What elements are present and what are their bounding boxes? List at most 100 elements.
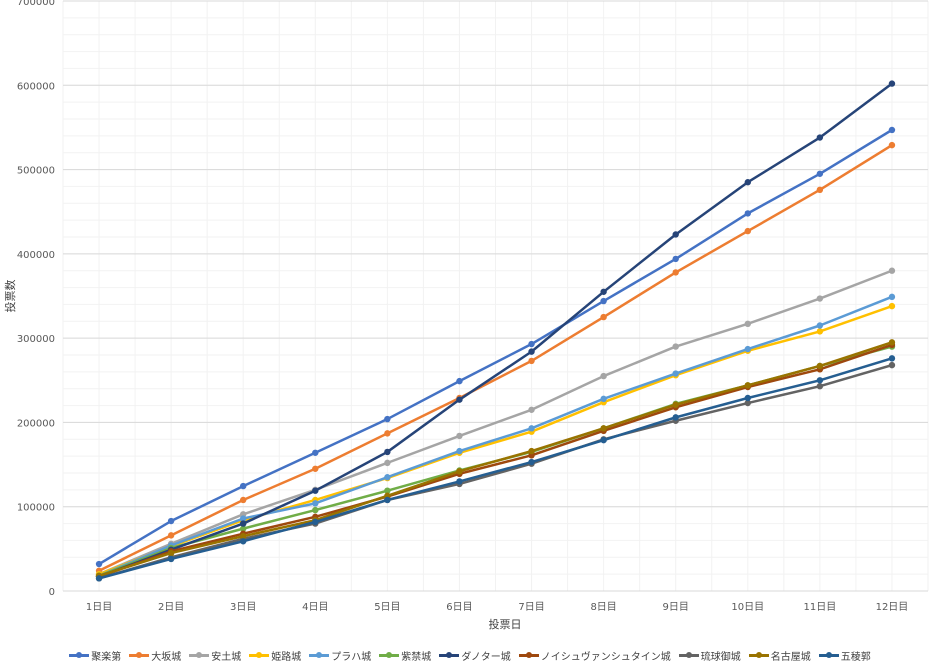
x-tick-label: 9日目 [663, 602, 689, 613]
data-point [600, 372, 607, 380]
data-point [312, 449, 319, 456]
legend-item: 琉球御城 [678, 648, 741, 663]
data-point [384, 459, 391, 467]
y-tick-label: 700000 [17, 0, 55, 8]
data-point [816, 295, 824, 302]
legend-item: 五稜郭 [818, 648, 871, 663]
series-10 [95, 355, 896, 582]
data-point [600, 436, 607, 444]
data-point [816, 322, 824, 329]
series-line [98, 341, 893, 578]
data-point [816, 328, 824, 335]
data-point [528, 458, 535, 466]
legend-label: 紫禁城 [401, 652, 432, 663]
data-point [888, 302, 896, 310]
x-axis-ticks: 1日目 2日目 3日目 4日目 5日目 6日目 7日目 8日目 9日目 10日目 11日目 12日目 [86, 602, 908, 613]
legend-marker-icon [678, 652, 699, 658]
data-point [672, 401, 679, 408]
legend-marker-icon [189, 652, 210, 658]
data-point [312, 465, 319, 472]
data-point [384, 448, 391, 456]
legend-marker-icon [249, 652, 270, 658]
data-point [456, 432, 463, 440]
data-point [456, 396, 463, 403]
data-point [95, 560, 103, 568]
y-tick-label: 400000 [17, 250, 55, 261]
data-point [384, 474, 391, 481]
x-axis-label: 投票日 [489, 617, 522, 631]
y-tick-label: 300000 [17, 334, 55, 345]
data-point [312, 518, 319, 526]
data-point [816, 134, 824, 141]
data-point [744, 345, 751, 353]
y-tick-label: 600000 [17, 81, 55, 92]
legend-label: プラハ城 [331, 652, 372, 663]
data-point [528, 357, 535, 365]
x-tick-label: 3日目 [230, 602, 256, 613]
data-point [672, 255, 679, 263]
x-tick-label: 1日目 [86, 602, 112, 613]
series-line [98, 82, 893, 578]
data-point [888, 80, 896, 87]
data-point [528, 340, 535, 348]
data-point [240, 520, 247, 527]
data-point [240, 533, 247, 540]
data-point [744, 382, 751, 389]
data-point [240, 496, 247, 504]
data-point [816, 186, 824, 193]
x-tick-label: 8日目 [590, 602, 616, 613]
data-point [672, 414, 679, 421]
data-point [672, 370, 679, 377]
data-point [888, 267, 896, 274]
series-line [98, 295, 893, 577]
data-point [816, 362, 824, 370]
legend-marker-icon [748, 652, 769, 658]
data-point [672, 231, 679, 238]
series-2 [95, 267, 896, 578]
data-point [600, 297, 607, 305]
data-point [167, 517, 175, 525]
legend-item: 安土城 [189, 648, 241, 663]
data-point [888, 361, 896, 369]
data-point [816, 377, 824, 384]
data-point [528, 425, 535, 432]
series-line [98, 304, 893, 576]
legend: 聚楽第 大坂城 安土城 姫路城 プラハ城 紫禁城 ダノター城 ノイシュヴァンシュタイン城 琉球御… [0, 648, 940, 663]
data-point [600, 288, 607, 295]
data-point [888, 141, 896, 149]
series-1 [95, 141, 896, 574]
data-point [240, 538, 247, 545]
legend-marker-icon [129, 652, 150, 658]
legend-item: 大坂城 [129, 648, 181, 663]
data-point [312, 500, 319, 507]
legend-label: 名古屋城 [770, 652, 811, 663]
legend-item: 聚楽第 [69, 648, 121, 663]
data-point [95, 575, 103, 582]
data-point [384, 415, 391, 423]
legend-marker-icon [379, 652, 400, 658]
data-point [240, 525, 247, 532]
legend-item: プラハ城 [309, 648, 371, 663]
x-tick-label: 7日目 [518, 602, 544, 613]
data-point [744, 399, 751, 407]
x-tick-label: 4日目 [302, 602, 328, 613]
data-point [456, 468, 463, 475]
y-tick-label: 0 [49, 587, 55, 598]
data-point [456, 478, 463, 485]
legend-label: 姫路城 [271, 652, 302, 663]
x-tick-label: 12日目 [876, 602, 909, 613]
legend-item: 紫禁城 [379, 648, 431, 663]
series-line [98, 363, 893, 580]
data-point [312, 506, 319, 514]
legend-marker-icon [818, 652, 839, 658]
data-point [600, 395, 607, 403]
series-line [98, 269, 893, 576]
legend-marker-icon [439, 652, 460, 658]
data-point [744, 210, 751, 217]
legend-marker-icon [69, 652, 90, 658]
legend-item: ノイシュヴァンシュタイン城 [518, 648, 671, 663]
data-point [528, 406, 535, 413]
series-line [98, 128, 893, 566]
data-point [167, 555, 175, 563]
y-tick-label: 100000 [17, 503, 55, 514]
